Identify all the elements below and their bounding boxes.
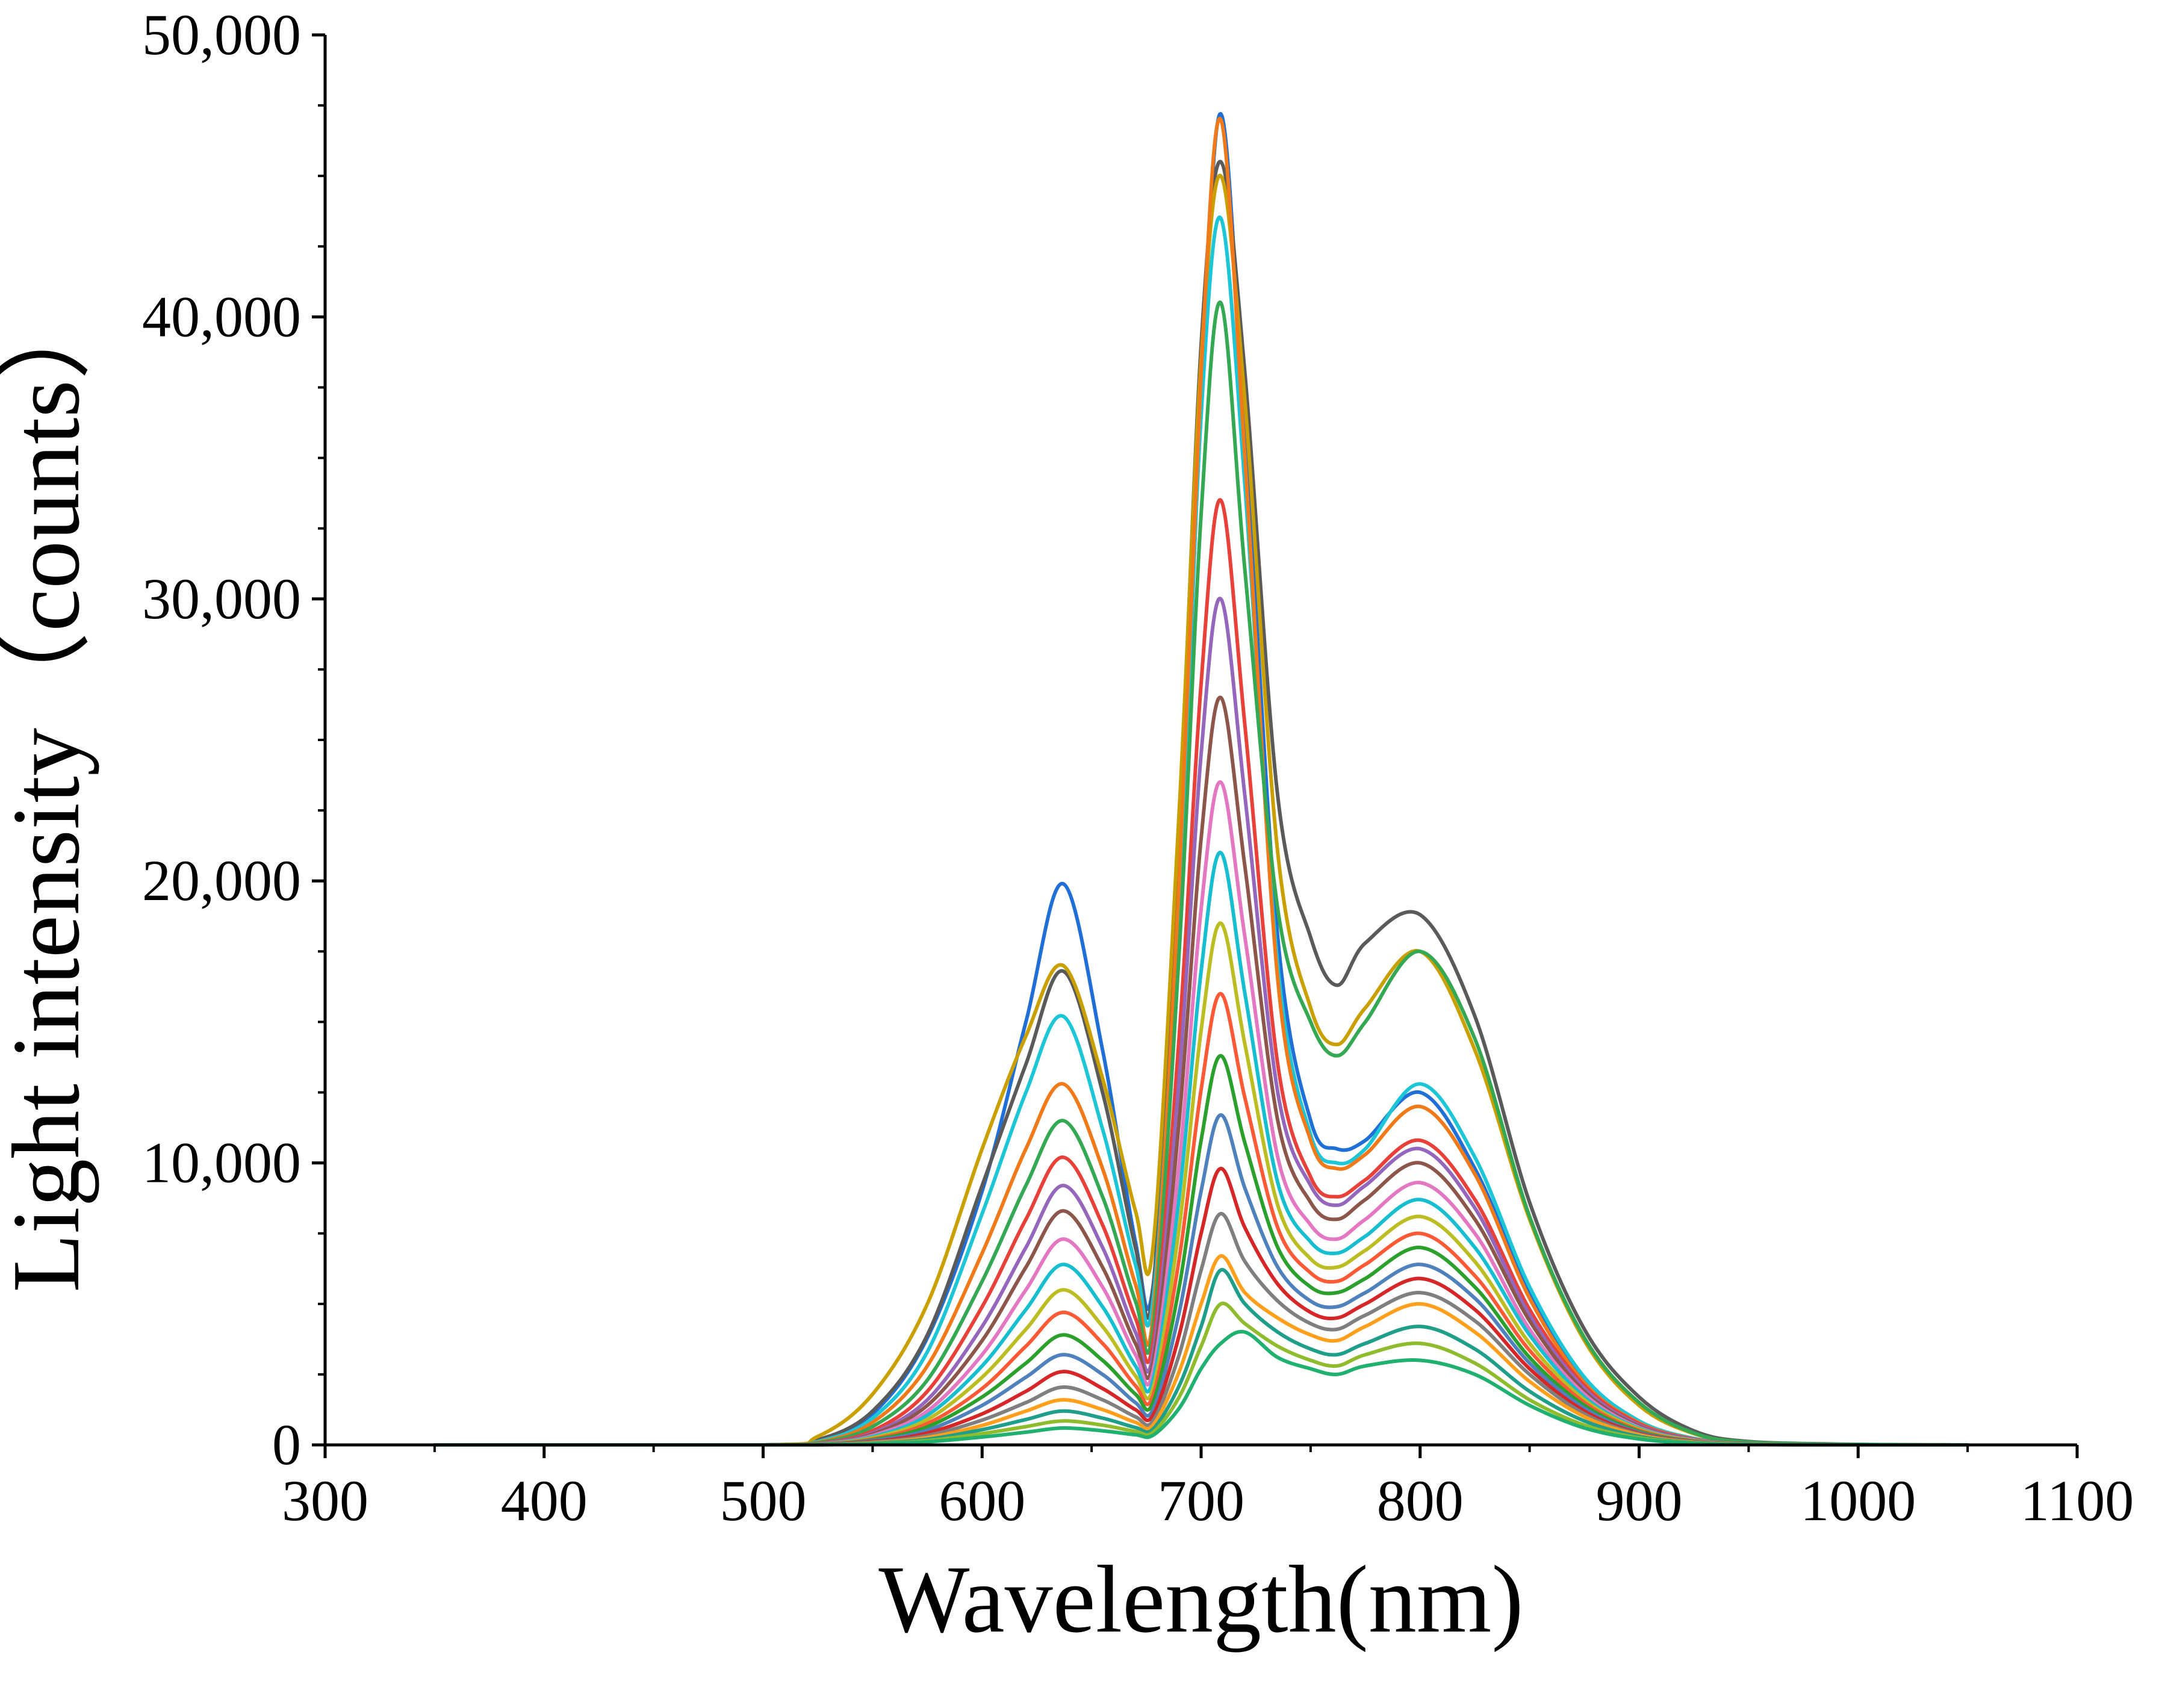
series-line-13 xyxy=(432,992,1970,1447)
x-tick-label: 700 xyxy=(1158,1468,1244,1533)
x-tick-label: 300 xyxy=(282,1468,368,1533)
x-tick-label: 1000 xyxy=(1800,1468,1916,1533)
y-ticks: 0 10,000 20,000 30,000 40,000 50,000 xyxy=(142,2,325,1477)
x-ticks: 300 400 500 600 700 800 900 1000 1100 xyxy=(282,1445,2134,1533)
series-line-1 xyxy=(432,112,1970,1447)
y-tick-label: 50,000 xyxy=(142,2,301,67)
x-tick-label: 600 xyxy=(939,1468,1025,1533)
series-line-7 xyxy=(432,498,1970,1447)
y-tick-label: 10,000 xyxy=(142,1131,301,1195)
x-tick-label: 1100 xyxy=(2021,1468,2134,1533)
x-axis-title: Wavelength(nm) xyxy=(878,1545,1523,1653)
y-axis-title: Light intensity（counts） xyxy=(0,284,99,1292)
series-line-19 xyxy=(432,1268,1970,1447)
series-line-6 xyxy=(432,300,1970,1447)
y-tick-label: 40,000 xyxy=(142,284,301,349)
series-line-14 xyxy=(432,1054,1970,1447)
series-line-12 xyxy=(432,921,1970,1447)
x-tick-label: 400 xyxy=(501,1468,588,1533)
y-tick-label: 0 xyxy=(272,1412,301,1477)
series-line-11 xyxy=(432,851,1970,1447)
x-tick-label: 900 xyxy=(1596,1468,1683,1533)
series-line-8 xyxy=(432,597,1970,1447)
series-line-10 xyxy=(432,780,1970,1447)
series-line-5 xyxy=(432,116,1970,1447)
series-line-4 xyxy=(432,215,1970,1447)
y-tick-label: 20,000 xyxy=(142,848,301,913)
x-tick-label: 500 xyxy=(720,1468,807,1533)
y-tick-label: 30,000 xyxy=(142,567,301,631)
x-tick-label: 800 xyxy=(1377,1468,1464,1533)
series-line-9 xyxy=(432,695,1970,1447)
series-layer xyxy=(432,112,1970,1447)
series-line-15 xyxy=(432,1113,1970,1447)
